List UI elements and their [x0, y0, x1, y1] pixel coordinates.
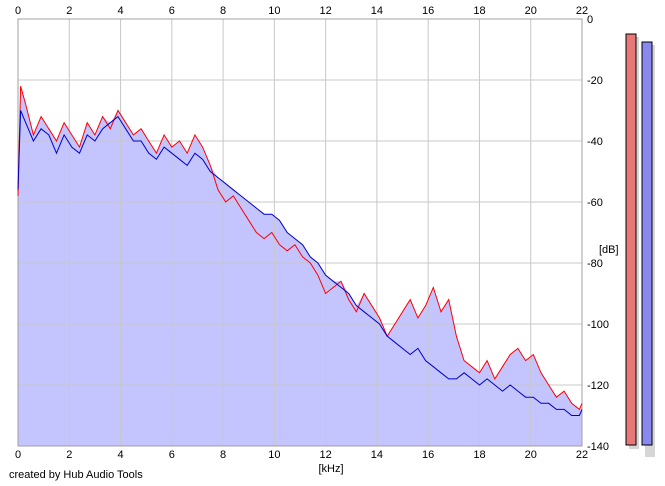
x-tick-label-bottom: 14 — [371, 449, 383, 461]
x-tick-label-bottom: 16 — [422, 449, 434, 461]
x-tick-label-top: 4 — [117, 5, 123, 17]
x-tick-label-top: 22 — [576, 5, 588, 17]
level-meter-right — [641, 41, 653, 446]
plot-frame — [17, 18, 583, 447]
x-tick-label-top: 12 — [320, 5, 332, 17]
x-axis-label: [kHz] — [318, 463, 343, 475]
x-tick-label-bottom: 8 — [220, 449, 226, 461]
grid-layer — [17, 18, 583, 447]
spectrum-fill — [18, 86, 582, 446]
x-tick-label-bottom: 18 — [473, 449, 485, 461]
x-tick-label-top: 8 — [220, 5, 226, 17]
y-tick-label: -120 — [587, 380, 609, 392]
x-tick-label-top: 0 — [15, 5, 21, 17]
series-line-2 — [17, 110, 583, 416]
x-tick-label-bottom: 12 — [320, 449, 332, 461]
y-tick-label: 0 — [587, 14, 593, 26]
x-tick-label-top: 2 — [66, 5, 72, 17]
y-tick-label: -100 — [587, 319, 609, 331]
x-tick-label-top: 14 — [371, 5, 383, 17]
x-tick-label-top: 20 — [525, 5, 537, 17]
x-tick-label-top: 10 — [268, 5, 280, 17]
x-tick-label-bottom: 0 — [15, 449, 21, 461]
spectrum-fill-layer — [18, 86, 582, 446]
x-tick-label-bottom: 6 — [169, 449, 175, 461]
y-tick-label: -20 — [587, 75, 603, 87]
y-tick-label: -40 — [587, 136, 603, 148]
y-tick-label: -60 — [587, 197, 603, 209]
x-tick-label-bottom: 20 — [525, 449, 537, 461]
x-tick-label-top: 16 — [422, 5, 434, 17]
y-tick-label: -140 — [587, 441, 609, 453]
series-line-1 — [17, 85, 583, 411]
credit-text: created by Hub Audio Tools — [9, 469, 143, 481]
y-axis-label: [dB] — [599, 244, 619, 256]
x-tick-label-bottom: 2 — [66, 449, 72, 461]
level-meters — [625, 33, 655, 457]
x-tick-label-bottom: 10 — [268, 449, 280, 461]
x-tick-label-top: 6 — [169, 5, 175, 17]
level-meter-left — [625, 33, 637, 446]
tick-labels: 002244668810101212141416161818202022220-… — [15, 5, 609, 461]
x-tick-label-top: 18 — [473, 5, 485, 17]
x-tick-label-bottom: 4 — [117, 449, 123, 461]
series-layer — [17, 85, 583, 416]
y-tick-label: -80 — [587, 258, 603, 270]
x-tick-label-bottom: 22 — [576, 449, 588, 461]
